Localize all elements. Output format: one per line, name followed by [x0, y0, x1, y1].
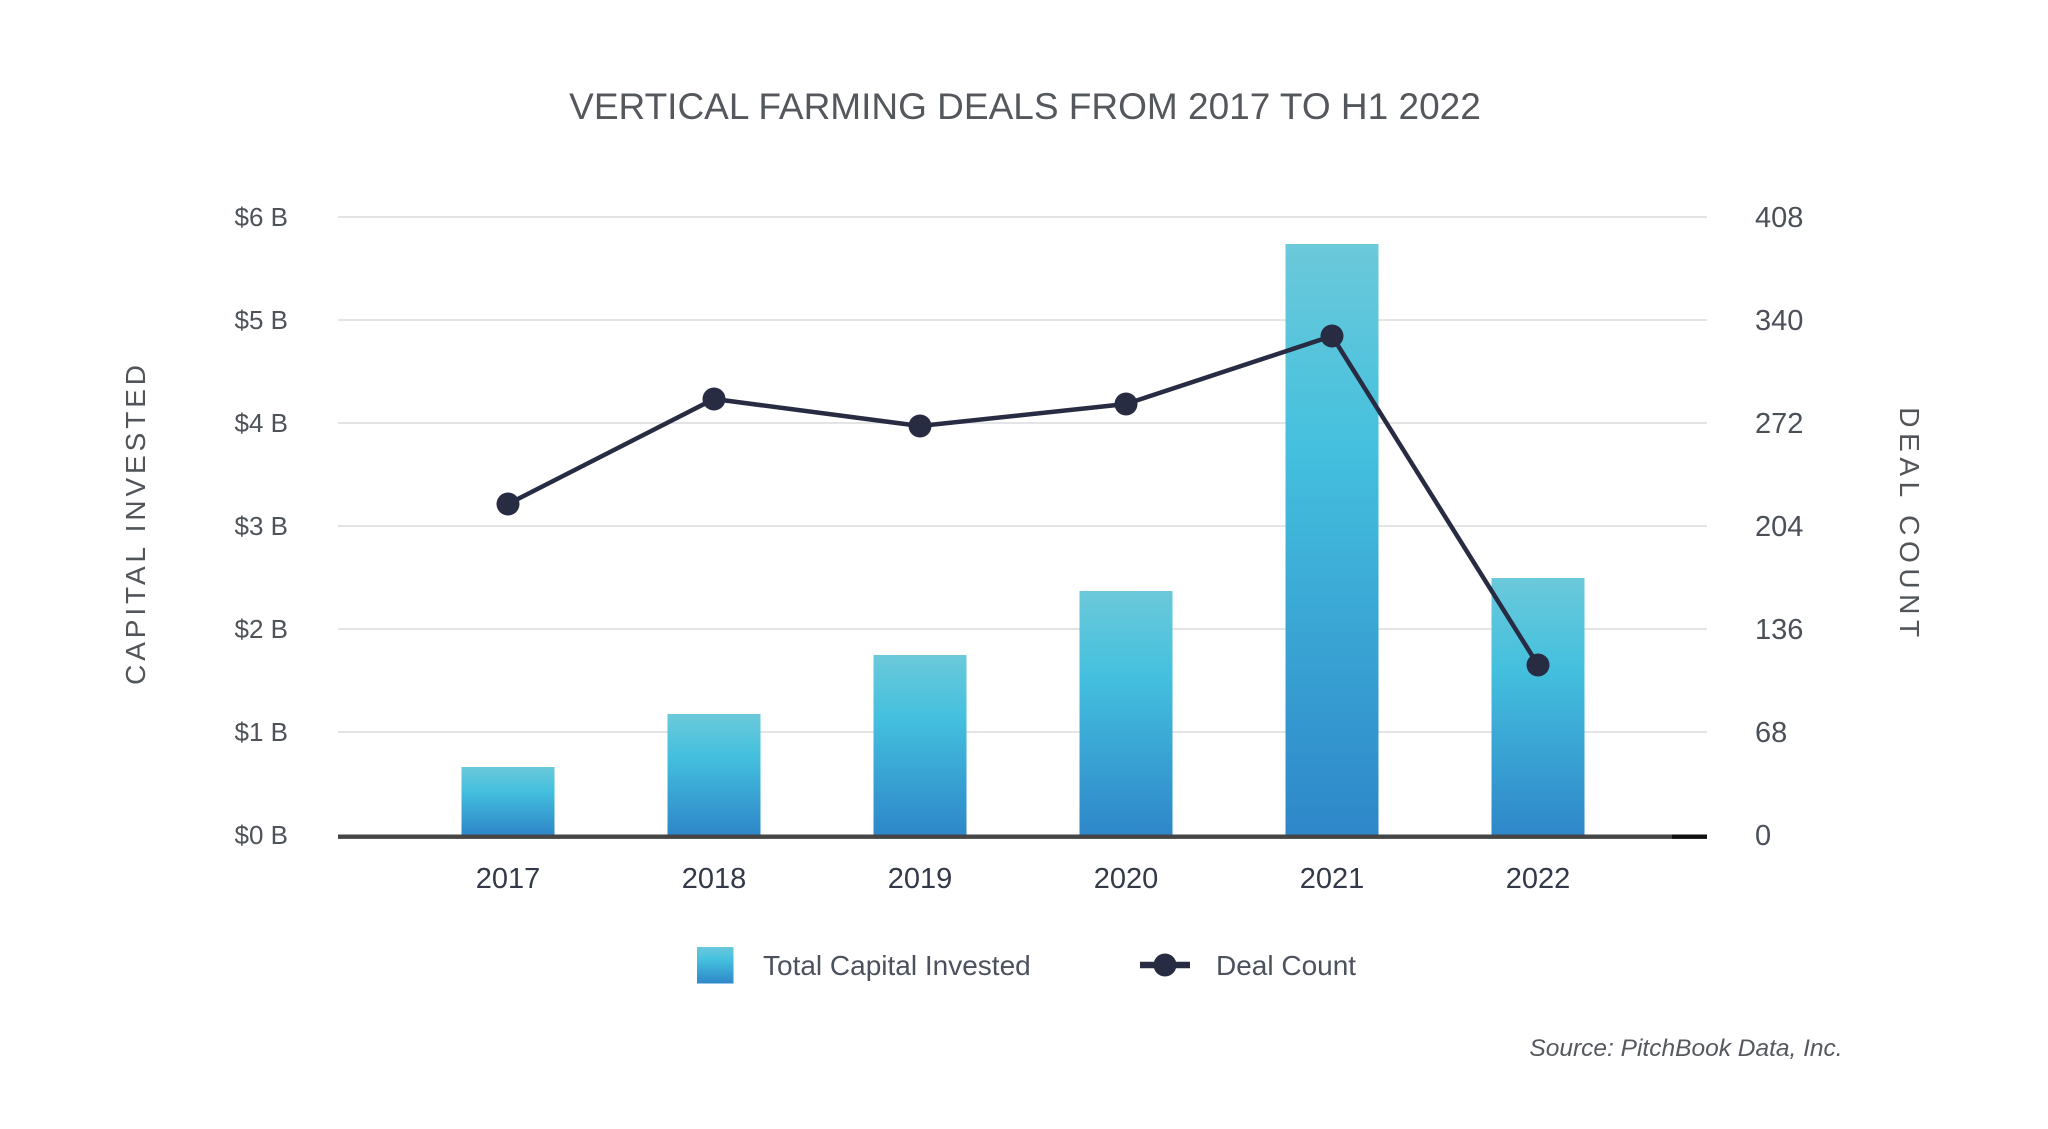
svg-text:$5 B: $5 B — [235, 305, 289, 335]
svg-text:DEAL COUNT: DEAL COUNT — [1894, 407, 1925, 642]
svg-text:408: 408 — [1755, 202, 1803, 234]
svg-text:2017: 2017 — [476, 863, 541, 895]
svg-text:68: 68 — [1755, 717, 1787, 749]
svg-text:$6 B: $6 B — [235, 202, 289, 232]
svg-text:$2 B: $2 B — [235, 614, 289, 644]
svg-text:Total Capital Invested: Total Capital Invested — [763, 950, 1031, 981]
svg-text:2018: 2018 — [682, 863, 747, 895]
svg-text:Deal Count: Deal Count — [1216, 950, 1356, 981]
svg-text:VERTICAL FARMING DEALS FROM 20: VERTICAL FARMING DEALS FROM 2017 TO H1 2… — [569, 86, 1481, 127]
svg-text:0: 0 — [1755, 820, 1771, 852]
svg-text:$4 B: $4 B — [235, 408, 289, 438]
svg-text:272: 272 — [1755, 408, 1803, 440]
svg-text:2021: 2021 — [1300, 863, 1365, 895]
svg-text:340: 340 — [1755, 305, 1803, 337]
svg-text:$0 B: $0 B — [235, 820, 289, 850]
svg-text:136: 136 — [1755, 614, 1803, 646]
svg-text:$1 B: $1 B — [235, 717, 289, 747]
svg-text:2019: 2019 — [888, 863, 953, 895]
svg-text:$3 B: $3 B — [235, 511, 289, 541]
svg-text:2020: 2020 — [1094, 863, 1159, 895]
svg-text:204: 204 — [1755, 511, 1803, 543]
svg-text:2022: 2022 — [1506, 863, 1571, 895]
svg-text:Source: PitchBook Data, Inc.: Source: PitchBook Data, Inc. — [1529, 1035, 1842, 1062]
svg-text:CAPITAL INVESTED: CAPITAL INVESTED — [120, 361, 151, 685]
